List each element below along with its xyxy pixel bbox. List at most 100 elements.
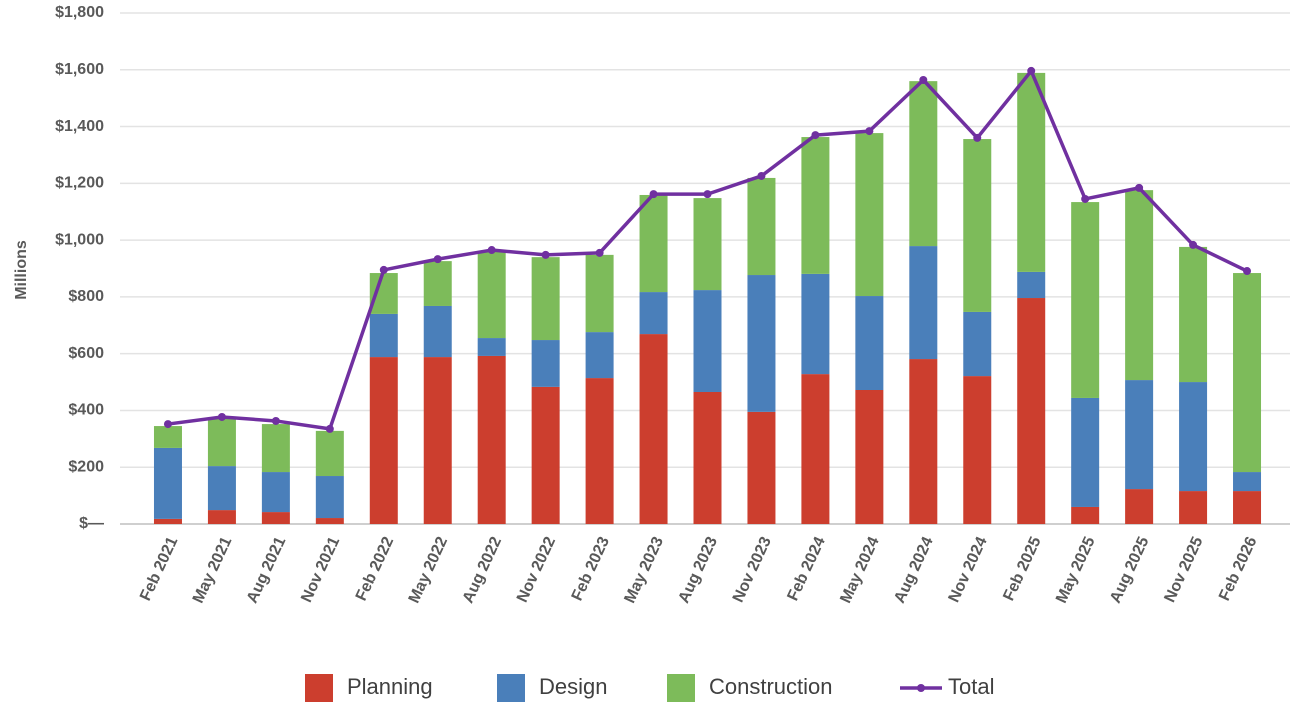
line-marker [1135, 183, 1144, 192]
legend-label: Total [948, 674, 994, 699]
bar-segment [855, 390, 884, 524]
y-tick-label: $600 [68, 345, 104, 362]
y-tick-label: $— [79, 515, 104, 532]
y-tick-label: $800 [68, 288, 104, 305]
line-marker [271, 416, 280, 425]
x-tick-label: Feb 2026 [1216, 534, 1260, 603]
bar-segment [909, 359, 938, 524]
bar-segment [423, 305, 452, 358]
y-tick-label: $1,200 [55, 175, 104, 192]
bar-segment [423, 261, 452, 306]
bar-segment [963, 376, 992, 524]
bar-segment [801, 374, 830, 524]
bar-segment [747, 275, 776, 412]
bar-segment [315, 476, 344, 519]
bar-segment [369, 357, 398, 524]
line-marker [1027, 66, 1036, 75]
x-tick-label: May 2024 [837, 534, 883, 606]
y-tick-label: $1,000 [55, 231, 104, 248]
bar-segment [531, 340, 560, 387]
line-marker [325, 424, 334, 433]
bar-segment [963, 139, 992, 312]
legend-label: Construction [709, 674, 833, 699]
bar-segment [855, 133, 884, 297]
bar-segment [585, 332, 614, 379]
bar-segment [693, 290, 722, 392]
line-marker [865, 127, 874, 136]
line-marker [163, 420, 172, 429]
bar-segment [747, 177, 776, 276]
bar-segment [585, 254, 614, 333]
bar-segment [423, 357, 452, 524]
x-tick-label: Nov 2024 [946, 534, 991, 605]
line-marker [433, 255, 442, 264]
bar-segment [1071, 397, 1100, 507]
bar-segment [531, 386, 560, 524]
bar-segment [855, 296, 884, 391]
bar-segment [963, 311, 992, 377]
x-tick-label: Feb 2021 [137, 534, 181, 603]
line-marker [919, 75, 928, 84]
x-tick-label: Feb 2022 [353, 534, 397, 603]
bar-segment [153, 518, 182, 524]
line-marker [1189, 240, 1198, 249]
y-tick-label: $200 [68, 458, 104, 475]
legend-marker [917, 684, 925, 692]
x-tick-label: Feb 2023 [569, 534, 613, 603]
y-axis-title: Millions [13, 240, 30, 300]
bar-segment [531, 257, 560, 341]
bar-segment [261, 472, 290, 513]
line-marker [379, 265, 388, 274]
line-marker [595, 248, 604, 257]
bar-segment [909, 246, 938, 360]
legend-swatch [667, 674, 695, 702]
bar-segment [153, 447, 182, 519]
bar-segment [639, 292, 668, 335]
bar-segment [1179, 382, 1208, 492]
bar-segment [1071, 202, 1100, 398]
bar-segment [639, 194, 668, 293]
x-tick-label: Nov 2021 [298, 534, 343, 605]
bar-segment [747, 411, 776, 524]
x-tick-label: Nov 2023 [730, 534, 775, 605]
x-tick-label: Aug 2024 [891, 534, 937, 606]
legend-label: Design [539, 674, 607, 699]
bar-segment [1125, 489, 1154, 524]
bar-segment [369, 313, 398, 358]
bar-segment [207, 510, 236, 524]
bar-segment [1233, 472, 1262, 492]
bar-segment [693, 391, 722, 524]
bar-segment [477, 250, 506, 339]
bar-segment [261, 512, 290, 524]
bar-segment [1017, 298, 1046, 524]
legend-swatch [497, 674, 525, 702]
bar-segment [261, 424, 290, 473]
line-marker [811, 131, 820, 140]
bar-segment [207, 466, 236, 511]
line-marker [649, 190, 658, 199]
bar-segment [1179, 246, 1208, 383]
bar-segment [315, 430, 344, 477]
x-tick-label: Feb 2025 [1000, 534, 1044, 603]
bar-segment [1125, 380, 1154, 490]
line-marker [541, 250, 550, 259]
x-tick-label: May 2021 [190, 534, 236, 606]
y-tick-label: $1,400 [55, 118, 104, 135]
x-tick-label: Nov 2025 [1161, 534, 1206, 605]
line-marker [1081, 194, 1090, 203]
legend-label: Planning [347, 674, 433, 699]
bar-segment [693, 198, 722, 291]
line-marker [1243, 267, 1252, 276]
line-marker [973, 133, 982, 142]
bar-segment [1071, 506, 1100, 524]
bar-segment [1017, 271, 1046, 299]
x-tick-label: Aug 2023 [675, 534, 721, 606]
bar-segment [801, 137, 830, 274]
bar-segment [477, 338, 506, 356]
bar-segment [315, 518, 344, 524]
bar-segment [1125, 190, 1154, 381]
y-tick-label: $1,600 [55, 61, 104, 78]
bar-segment [585, 378, 614, 524]
bar-segment [1233, 491, 1262, 524]
